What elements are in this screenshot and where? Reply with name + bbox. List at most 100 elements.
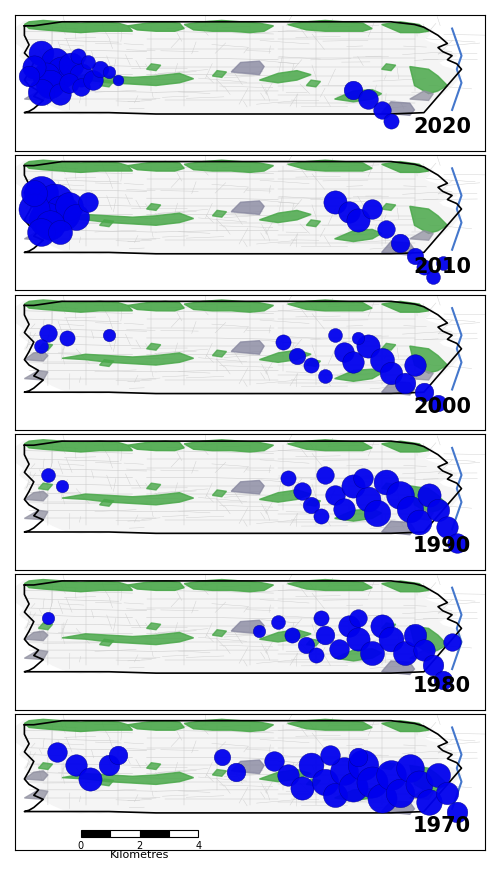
Text: 1980: 1980 (413, 676, 471, 696)
Point (410, 358, 418, 372)
Polygon shape (24, 91, 48, 101)
Point (42, 69, 50, 83)
Text: 1990: 1990 (412, 536, 471, 556)
Point (350, 355, 358, 369)
Polygon shape (410, 486, 448, 513)
Point (401, 375, 409, 389)
Polygon shape (100, 640, 114, 646)
Point (340, 502, 348, 516)
Polygon shape (410, 650, 434, 660)
Point (232, 766, 240, 780)
Point (74, 49, 82, 63)
Point (44, 326, 52, 340)
Point (387, 768, 395, 782)
Polygon shape (382, 343, 396, 350)
Polygon shape (410, 370, 434, 380)
Polygon shape (382, 242, 414, 256)
Polygon shape (260, 630, 311, 642)
Point (56, 87, 64, 101)
Polygon shape (212, 769, 226, 776)
Polygon shape (306, 779, 320, 786)
Point (284, 768, 292, 782)
Point (88, 74, 96, 88)
Point (30, 60, 38, 74)
Polygon shape (382, 162, 428, 172)
Point (382, 475, 390, 489)
Polygon shape (306, 640, 320, 646)
Polygon shape (24, 491, 48, 500)
Point (406, 761, 414, 775)
Polygon shape (382, 382, 414, 395)
Polygon shape (128, 162, 184, 171)
Text: 2: 2 (136, 841, 142, 850)
Polygon shape (15, 441, 462, 534)
Point (72, 759, 80, 773)
Text: 2010: 2010 (413, 257, 471, 276)
Polygon shape (100, 360, 114, 367)
Point (354, 213, 362, 227)
Point (279, 335, 287, 349)
Polygon shape (24, 510, 48, 520)
Polygon shape (24, 440, 132, 452)
Point (344, 619, 352, 633)
Polygon shape (128, 581, 184, 591)
Polygon shape (24, 790, 48, 800)
Point (270, 754, 278, 768)
Polygon shape (128, 22, 184, 31)
Polygon shape (146, 623, 160, 630)
Point (56, 225, 64, 239)
Polygon shape (38, 483, 52, 490)
Polygon shape (410, 231, 434, 241)
Polygon shape (15, 301, 462, 394)
Polygon shape (382, 763, 396, 769)
Polygon shape (184, 20, 274, 32)
Polygon shape (260, 210, 311, 222)
Point (37, 340, 45, 354)
Point (114, 747, 122, 761)
Point (58, 65, 66, 79)
Polygon shape (410, 206, 448, 234)
Polygon shape (184, 579, 274, 592)
Polygon shape (24, 160, 132, 172)
Polygon shape (260, 769, 311, 781)
Point (448, 635, 456, 649)
Point (84, 195, 92, 209)
Point (321, 369, 329, 383)
Point (378, 353, 386, 367)
Polygon shape (382, 483, 396, 490)
Polygon shape (212, 350, 226, 357)
Text: 4: 4 (195, 841, 202, 850)
Point (434, 768, 442, 782)
Point (330, 488, 338, 502)
Point (312, 648, 320, 662)
Text: 2020: 2020 (413, 117, 471, 137)
Point (37, 225, 45, 239)
Point (378, 791, 386, 805)
Point (444, 520, 452, 534)
Polygon shape (382, 801, 414, 815)
Point (293, 348, 301, 362)
Polygon shape (288, 160, 372, 171)
Point (330, 328, 338, 342)
Point (438, 256, 446, 270)
Polygon shape (260, 350, 311, 362)
Polygon shape (231, 760, 264, 774)
Polygon shape (382, 22, 428, 32)
Point (316, 508, 324, 522)
Polygon shape (184, 300, 274, 312)
Point (77, 67, 85, 81)
Point (434, 503, 442, 517)
Bar (169, 830, 198, 836)
Point (274, 614, 282, 628)
Point (37, 85, 45, 99)
Point (58, 206, 66, 220)
Polygon shape (382, 301, 428, 312)
Point (84, 55, 92, 69)
Point (364, 340, 372, 354)
Polygon shape (212, 71, 226, 77)
Point (368, 646, 376, 660)
Point (354, 611, 362, 625)
Polygon shape (24, 370, 48, 380)
Point (330, 788, 338, 802)
Polygon shape (146, 483, 160, 490)
